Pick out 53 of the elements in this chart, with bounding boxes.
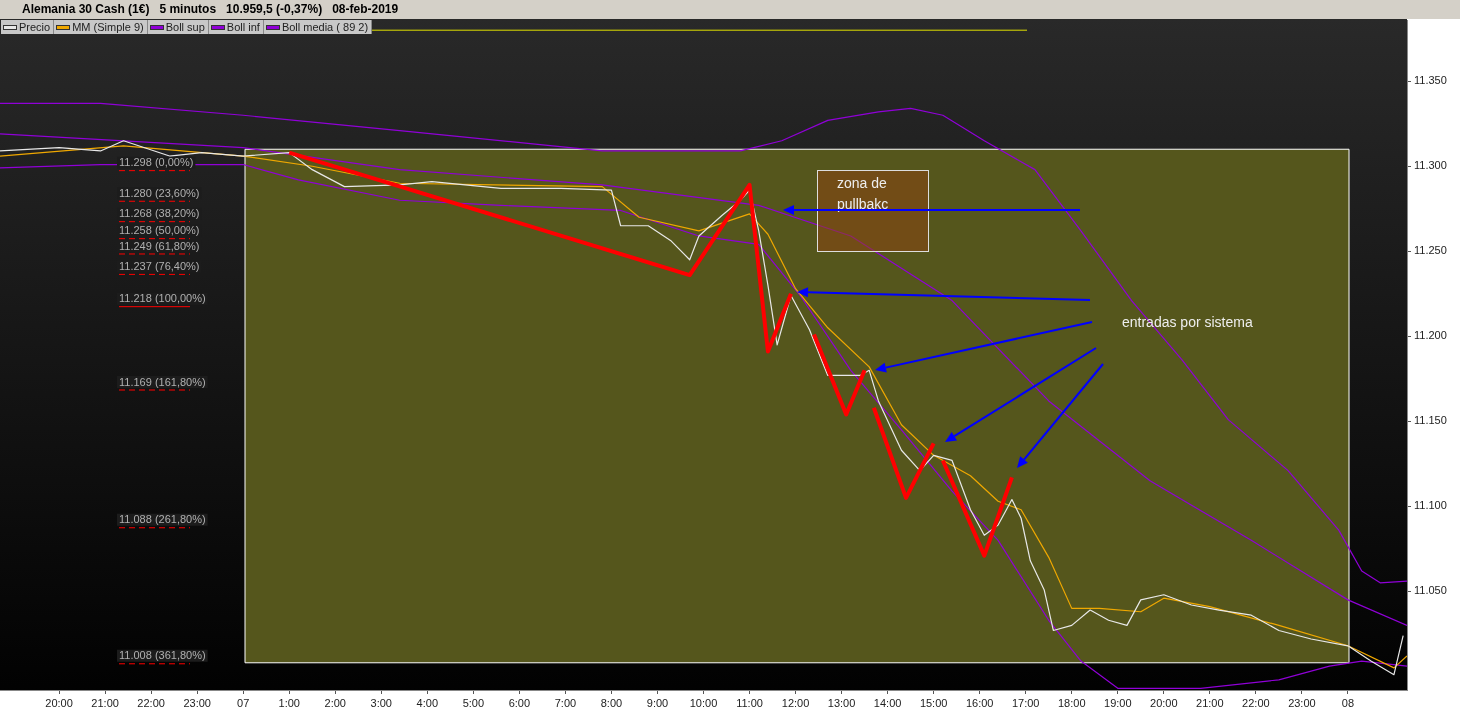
y-tick-label: 11.300 <box>1414 159 1447 172</box>
x-tick-label: 13:00 <box>827 696 856 709</box>
legend-label: Boll media ( 89 2) <box>281 21 369 33</box>
x-tick-label: 08 <box>1341 696 1355 709</box>
legend-label: Boll inf <box>226 21 260 33</box>
x-tick-label: 10:00 <box>689 696 718 709</box>
ref-line-label: 11.258 (50,00%) <box>119 224 200 237</box>
x-tick-label: 8:00 <box>600 696 623 709</box>
ref-line-label: 11.298 (0,00%) <box>119 156 194 169</box>
x-tick-label: 7:00 <box>554 696 577 709</box>
ref-line-label: 11.249 (61,80%) <box>119 239 200 252</box>
x-tick-label: 20:00 <box>1150 696 1178 709</box>
x-tick-label: 23:00 <box>183 696 211 709</box>
y-tick-label: 11.150 <box>1414 414 1447 427</box>
x-tick-label: 14:00 <box>873 696 902 709</box>
x-tick-label: 20:00 <box>45 696 73 709</box>
legend-label: Boll sup <box>165 21 205 33</box>
x-tick-label: 5:00 <box>462 696 485 709</box>
annotation: zona de pullbakc <box>837 174 890 214</box>
y-tick-label: 11.100 <box>1414 499 1447 512</box>
x-tick-label: 1:00 <box>278 696 300 709</box>
ref-line-label: 11.088 (261,80%) <box>119 513 206 526</box>
x-tick-label: 9:00 <box>646 696 669 709</box>
x-tick-label: 07 <box>237 696 250 709</box>
ref-line-label: 11.169 (161,80%) <box>119 375 206 388</box>
x-tick-label: 16:00 <box>965 696 994 709</box>
x-tick-label: 19:00 <box>1104 696 1132 709</box>
x-tick-label: 11:00 <box>736 696 763 709</box>
ref-line-label: 11.280 (23,60%) <box>119 186 200 199</box>
ref-line-label: 11.008 (361,80%) <box>119 649 206 662</box>
x-tick-label: 23:00 <box>1288 696 1316 709</box>
x-tick-label: 4:00 <box>416 696 439 709</box>
x-tick-label: 18:00 <box>1057 696 1086 709</box>
ref-line-label: 11.268 (38,20%) <box>119 207 200 220</box>
y-tick-label: 11.350 <box>1414 74 1447 87</box>
x-tick-label: 22:00 <box>137 696 165 709</box>
x-tick-label: 3:00 <box>370 696 392 709</box>
x-tick-label: 21:00 <box>91 696 119 709</box>
x-tick-label: 22:00 <box>1242 696 1270 709</box>
x-tick-label: 12:00 <box>781 696 810 709</box>
ref-line-label: 11.237 (76,40%) <box>119 259 200 272</box>
x-tick-label: 15:00 <box>919 696 948 709</box>
x-tick-label: 21:00 <box>1196 696 1224 709</box>
legend-label: Precio <box>19 21 51 33</box>
x-tick-label: 6:00 <box>508 696 531 709</box>
chart-title: Alemania 30 Cash (1€) 5 minutos 10.959,5 (-0,37%) 08-feb-2019 <box>22 2 399 16</box>
legend-label: MM (Simple 9) <box>72 21 144 33</box>
y-tick-label: 11.250 <box>1414 244 1447 257</box>
x-tick-label: 17:00 <box>1011 696 1040 709</box>
ref-line-label: 11.218 (100,00%) <box>119 292 206 305</box>
y-tick-label: 11.050 <box>1414 584 1447 597</box>
x-tick-label: 2:00 <box>324 696 346 709</box>
y-tick-label: 11.200 <box>1414 329 1447 342</box>
